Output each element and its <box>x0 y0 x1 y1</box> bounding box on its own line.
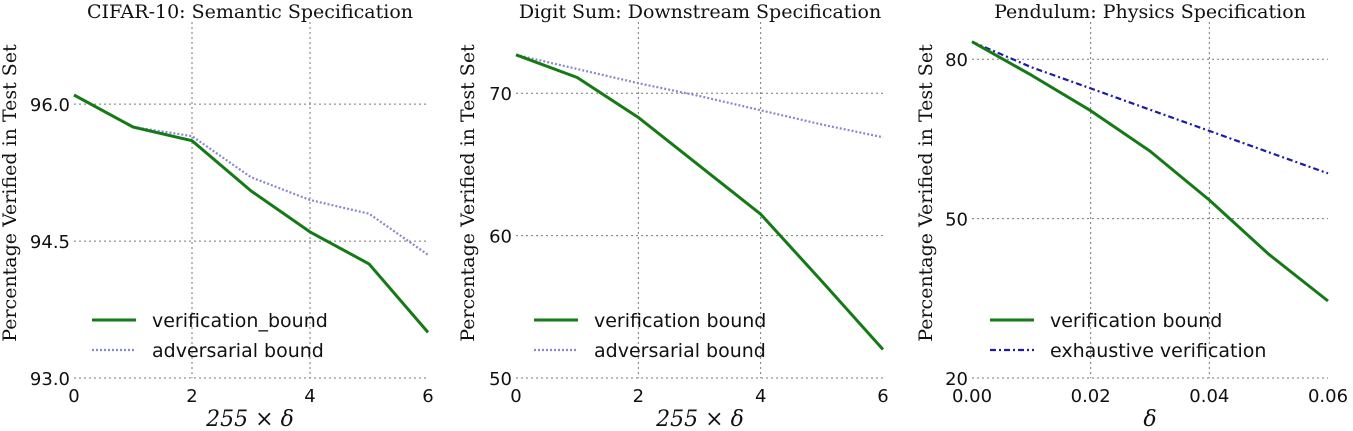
series-group <box>73 93 430 334</box>
series-line-verification-bound <box>971 40 1329 303</box>
series-line-adversarial-bound <box>515 53 884 139</box>
series-line-verification-bound <box>73 93 430 334</box>
chart-panel-digit-sum: Digit Sum: Downstream Specification Perc… <box>457 1 889 431</box>
grid <box>972 22 1328 379</box>
legend-label: verification bound <box>1050 310 1222 332</box>
legend-label: adversarial bound <box>594 340 766 362</box>
x-tick-label: 0.06 <box>1308 386 1348 407</box>
series-line-verification-bound <box>515 53 885 351</box>
chart-panel-cifar10: CIFAR-10: Semantic Specification Percent… <box>0 1 434 431</box>
x-tick-label: 0 <box>68 386 79 407</box>
series-group <box>515 53 885 351</box>
legend: verification bound adversarial bound <box>534 310 766 362</box>
y-tick-label: 93.0 <box>30 369 70 390</box>
x-tick-label: 2 <box>186 386 197 407</box>
legend-label: verification_bound <box>152 310 328 332</box>
legend-label: verification bound <box>594 310 766 332</box>
y-tick-label: 94.5 <box>30 232 70 253</box>
grid <box>74 22 428 379</box>
chart-title: Pendulum: Physics Specification <box>994 1 1306 23</box>
chart-title: Digit Sum: Downstream Specification <box>519 1 881 23</box>
y-tick-label: 96.0 <box>30 95 70 116</box>
y-tick-label: 50 <box>489 369 512 390</box>
series-group <box>971 40 1329 303</box>
grid <box>516 22 883 379</box>
series-line-exhaustive-verification <box>971 40 1329 175</box>
x-tick-label: 0.00 <box>952 386 992 407</box>
legend-label: adversarial bound <box>152 340 324 362</box>
y-tick-label: 70 <box>489 84 512 105</box>
legend-label: exhaustive verification <box>1050 340 1266 362</box>
legend: verification bound exhaustive verificatio… <box>990 310 1266 362</box>
x-tick-label: 0.02 <box>1071 386 1111 407</box>
chart-title: CIFAR-10: Semantic Specification <box>87 1 413 23</box>
x-axis-label: 255 × δ <box>655 407 744 431</box>
y-tick-label: 20 <box>945 369 968 390</box>
series-line-adversarial-bound <box>73 94 429 256</box>
x-tick-label: 0.04 <box>1189 386 1229 407</box>
x-tick-label: 4 <box>304 386 315 407</box>
x-tick-label: 6 <box>422 386 433 407</box>
y-axis-label: Percentage Verified in Test Set <box>0 44 21 342</box>
y-axis-label: Percentage Verified in Test Set <box>457 44 479 342</box>
x-tick-label: 0 <box>510 386 521 407</box>
y-tick-label: 60 <box>489 227 512 248</box>
legend: verification_bound adversarial bound <box>92 310 328 362</box>
y-tick-label: 80 <box>945 50 968 71</box>
y-axis-label: Percentage Verified in Test Set <box>915 44 937 342</box>
y-tick-label: 50 <box>945 210 968 231</box>
x-axis-label: δ <box>1143 407 1156 431</box>
x-tick-label: 4 <box>755 386 766 407</box>
chart-panel-pendulum: Pendulum: Physics Specification Percenta… <box>915 1 1348 431</box>
x-tick-label: 2 <box>633 386 644 407</box>
x-axis-label: 255 × δ <box>205 407 294 431</box>
x-tick-label: 6 <box>877 386 888 407</box>
